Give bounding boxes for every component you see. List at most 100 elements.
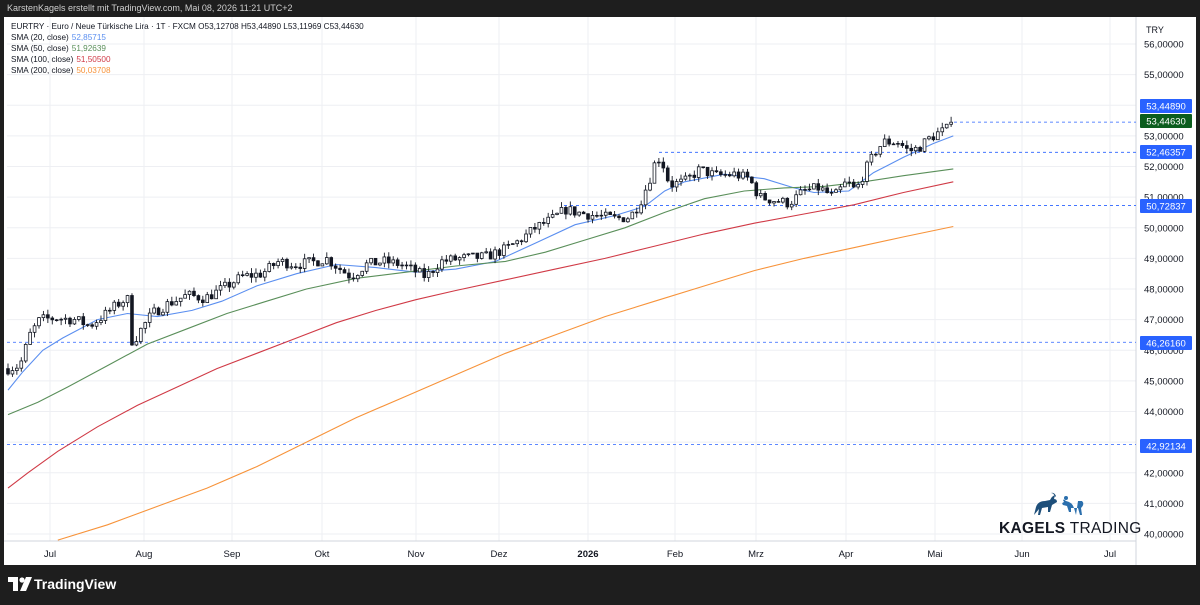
candle bbox=[263, 268, 267, 282]
candle bbox=[409, 260, 413, 271]
candle bbox=[214, 285, 218, 300]
candle bbox=[719, 169, 723, 177]
candle-body-up bbox=[927, 136, 931, 140]
candle-body-up bbox=[630, 211, 635, 220]
candle bbox=[466, 253, 471, 257]
candle bbox=[413, 262, 418, 278]
y-tick-label: 41,00000 bbox=[1144, 499, 1184, 510]
y-tick-label: 56,00000 bbox=[1144, 40, 1184, 51]
candle-body-down bbox=[311, 257, 316, 262]
candle bbox=[369, 257, 373, 266]
candle-body-up bbox=[409, 264, 413, 267]
candle bbox=[564, 205, 568, 220]
candle bbox=[28, 328, 32, 345]
candle bbox=[37, 316, 41, 329]
candle-body-up bbox=[152, 307, 156, 314]
y-tick-label: 42,00000 bbox=[1144, 468, 1184, 479]
candle bbox=[59, 317, 63, 326]
candle-body-up bbox=[874, 153, 878, 156]
tradingview-logo-text[interactable]: TradingView bbox=[34, 576, 117, 592]
candle-body-down bbox=[413, 264, 418, 273]
candle bbox=[54, 318, 59, 322]
x-tick-label: Nov bbox=[408, 549, 425, 560]
candle-body-down bbox=[736, 171, 741, 179]
candle-body-up bbox=[807, 188, 812, 191]
candle-body-down bbox=[661, 161, 666, 169]
candle bbox=[639, 200, 643, 215]
candle-body-up bbox=[41, 314, 46, 319]
candle bbox=[85, 323, 90, 327]
candle-body-up bbox=[435, 268, 440, 273]
candle bbox=[648, 177, 652, 192]
candle-body-up bbox=[448, 255, 453, 262]
candle-body-up bbox=[103, 309, 108, 321]
candle-body-down bbox=[316, 260, 320, 267]
candle-body-up bbox=[829, 191, 834, 194]
candle-body-up bbox=[10, 370, 15, 375]
candle bbox=[586, 213, 590, 223]
chart-legend: EURTRY · Euro / Neue Türkische Lira · 1T… bbox=[11, 21, 364, 76]
candle bbox=[732, 167, 736, 178]
y-tick-label: 40,00000 bbox=[1144, 530, 1184, 541]
candle bbox=[267, 260, 272, 273]
candle bbox=[745, 168, 750, 181]
candle bbox=[909, 143, 914, 157]
candle bbox=[524, 229, 528, 244]
candle-body-up bbox=[364, 262, 369, 272]
candle bbox=[183, 289, 187, 299]
candle bbox=[360, 270, 365, 277]
candle bbox=[484, 247, 488, 254]
candle-body-down bbox=[68, 317, 72, 325]
candle-body-up bbox=[289, 266, 294, 269]
candle-body-up bbox=[302, 258, 307, 269]
x-tick-label: Mrz bbox=[748, 549, 764, 560]
candle bbox=[626, 216, 630, 223]
candle-body-up bbox=[732, 171, 736, 177]
candle-body-down bbox=[887, 138, 891, 145]
candle-body-down bbox=[918, 146, 922, 152]
candle bbox=[81, 312, 86, 330]
sma50-label: SMA (50, close) bbox=[11, 44, 69, 53]
candle-body-up bbox=[794, 194, 798, 205]
candle bbox=[112, 300, 117, 315]
candle bbox=[276, 258, 280, 269]
candle-body-down bbox=[108, 309, 112, 312]
price-tag-label: 50,72837 bbox=[1146, 201, 1186, 212]
candle-body-down bbox=[745, 171, 750, 178]
candle-body-up bbox=[683, 175, 688, 180]
candle-body-up bbox=[528, 227, 533, 235]
candle-body-up bbox=[781, 197, 785, 203]
candle-body-down bbox=[851, 181, 856, 188]
candle bbox=[630, 211, 635, 220]
candle bbox=[546, 212, 550, 228]
candle bbox=[741, 168, 745, 180]
candle bbox=[701, 166, 705, 169]
candle bbox=[758, 189, 763, 198]
candle-body-down bbox=[338, 267, 342, 271]
candle bbox=[812, 183, 816, 190]
candle-body-down bbox=[258, 272, 263, 278]
candle bbox=[621, 217, 626, 223]
sma100-label: SMA (100, close) bbox=[11, 55, 74, 64]
candle bbox=[294, 263, 298, 270]
candle-body-down bbox=[931, 136, 936, 141]
candle bbox=[931, 132, 936, 142]
candle bbox=[789, 200, 794, 211]
candle-body-up bbox=[112, 301, 117, 311]
candle-body-up bbox=[484, 251, 488, 254]
candle-body-up bbox=[183, 294, 187, 299]
tradingview-logo-icon[interactable] bbox=[8, 577, 32, 591]
candle bbox=[710, 167, 714, 181]
candle bbox=[670, 175, 674, 192]
sma100-line bbox=[7, 181, 954, 489]
chart-panel[interactable]: 56,0000055,0000054,0000053,0000052,00000… bbox=[4, 17, 1196, 565]
candle-body-down bbox=[46, 314, 50, 319]
sma20-line bbox=[7, 135, 954, 391]
candle-body-up bbox=[758, 193, 763, 197]
price-chart[interactable]: 56,0000055,0000054,0000053,0000052,00000… bbox=[4, 17, 1196, 565]
candle bbox=[426, 266, 431, 282]
y-tick-label: 45,00000 bbox=[1144, 376, 1184, 387]
candle-body-up bbox=[674, 181, 679, 188]
candle bbox=[378, 262, 382, 267]
candle-body-down bbox=[431, 270, 435, 273]
